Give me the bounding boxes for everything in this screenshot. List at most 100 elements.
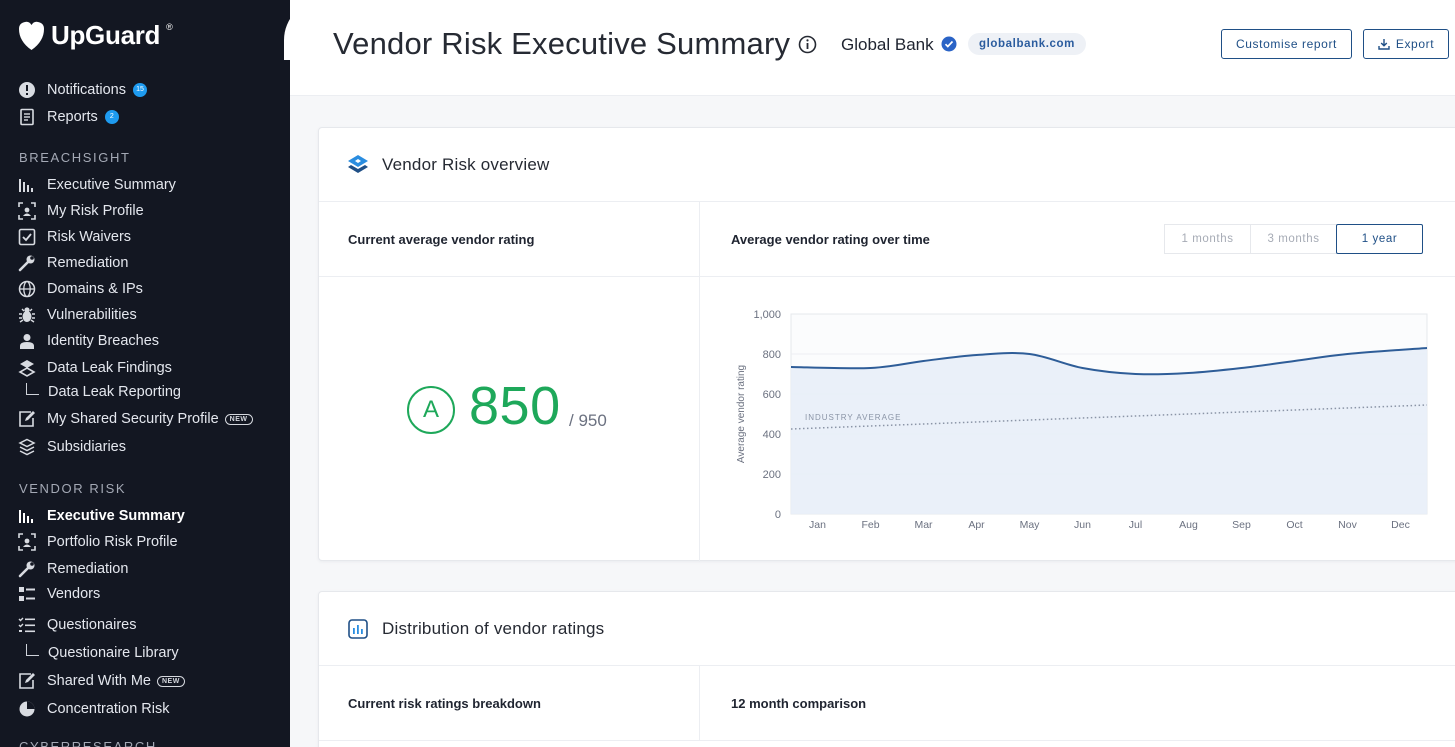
sidebar-item-notifications[interactable]: Notifications 15 [18,79,147,101]
edit-document-icon [18,410,36,428]
sidebar-item-label: Remediation [47,255,129,271]
sidebar-item-concentration-risk[interactable]: Concentration Risk [18,698,170,720]
x-tick-label: Mar [914,519,933,531]
rating-chart-panel: 0 200 400 600 800 1,000 Jan Feb Mar Apr May Jun Jul A… [700,277,1455,562]
reports-count-badge: 2 [104,110,119,124]
sidebar-item-data-leak-reporting[interactable]: Data Leak Reporting [18,381,181,403]
sidebar-item-label: Vulnerabilities [47,307,137,323]
sidebar-item-subsidiaries[interactable]: Subsidiaries [18,436,126,458]
info-icon[interactable] [798,35,817,59]
section-label-vendor-risk: VENDOR RISK [19,481,127,496]
sidebar-item-my-shared-security-profile[interactable]: My Shared Security Profile NEW [18,408,253,430]
sidebar-item-questionaires[interactable]: Questionaires [18,614,136,636]
sidebar-item-label: Subsidiaries [47,439,126,455]
section-label: Current average vendor rating [348,232,535,247]
domain-badge[interactable]: globalbank.com [968,33,1086,55]
wrench-icon [18,254,36,272]
sidebar-item-label: Vendors [47,586,101,602]
new-tag: NEW [156,675,185,687]
series-area [791,348,1427,514]
pie-icon [18,700,36,718]
sidebar-item-vendors[interactable]: Vendors [18,583,100,605]
export-label: Export [1395,37,1435,51]
x-tick-label: Apr [968,519,985,531]
sidebar-item-label: Executive Summary [47,177,176,193]
sidebar-item-remediation[interactable]: Remediation [18,252,128,274]
sidebar-item-vendor-executive-summary[interactable]: Executive Summary [18,505,185,527]
x-tick-label: Sep [1232,519,1251,531]
notifications-count-badge: 15 [132,83,147,97]
sidebar-item-label: Executive Summary [47,508,185,524]
customise-report-button[interactable]: Customise report [1221,29,1352,59]
breakdown-header: Current risk ratings breakdown [319,666,700,741]
shield-logo-icon [19,21,44,50]
range-3-months[interactable]: 3 months [1250,224,1337,254]
bug-icon [18,306,36,324]
logo-trademark: ® [166,21,173,32]
x-tick-label: Dec [1391,519,1410,531]
card-title: Distribution of vendor ratings [382,619,605,638]
time-range-selector: 1 months 3 months 1 year [1164,224,1423,254]
sidebar-item-label: Reports [47,109,98,125]
org-name: Global Bank [841,35,934,54]
sidebar-item-portfolio-risk-profile[interactable]: Portfolio Risk Profile [18,531,178,553]
section-label-cyberresearch: CYBERRESEARCH [19,739,157,747]
list-icon [18,585,36,603]
sidebar-item-label: Data Leak Reporting [48,384,181,400]
section-label-breachsight: BREACHSIGHT [19,150,131,165]
sidebar-item-label: Risk Waivers [47,229,132,245]
export-button[interactable]: Export [1363,29,1449,59]
section-label: Current risk ratings breakdown [348,696,541,711]
vendor-risk-overview-card: Vendor Risk overview Current average ven… [318,127,1455,562]
sidebar-item-identity-breaches[interactable]: Identity Breaches [18,330,159,352]
rating-over-time-header: Average vendor rating over time 1 months… [700,202,1455,277]
rating-line-chart: 0 200 400 600 800 1,000 Jan Feb Mar Apr May Jun Jul A… [736,309,1428,531]
comparison-header: 12 month comparison [700,666,1455,741]
sidebar-item-risk-waivers[interactable]: Risk Waivers [18,226,131,248]
y-tick-label: 400 [763,429,781,441]
sidebar-item-vendor-remediation[interactable]: Remediation [18,558,128,580]
grade-badge: A [407,386,455,434]
current-rating-panel: A 850 / 950 [319,277,700,562]
sidebar-item-my-risk-profile[interactable]: My Risk Profile [18,200,144,222]
sidebar: UpGuard ® Notifications 15 Reports 2 BRE… [0,0,290,747]
sidebar-item-data-leak-findings[interactable]: Data Leak Findings [18,357,172,379]
card-title: Vendor Risk overview [382,155,550,174]
section-label: Average vendor rating over time [731,232,930,247]
bar-chart-icon [18,176,36,194]
checklist-icon [18,616,36,634]
sidebar-item-label: Identity Breaches [47,333,160,349]
distribution-card: Distribution of vendor ratings Current r… [318,591,1455,747]
series-line [790,347,1428,376]
new-tag: NEW [224,413,253,425]
sidebar-item-label: My Risk Profile [47,203,144,219]
sidebar-item-label: Domains & IPs [47,281,143,297]
score-max: / 950 [569,411,607,430]
industry-average-label: INDUSTRY AVERAGE [805,413,901,422]
card-header: Vendor Risk overview [319,128,1455,202]
y-tick-label: 0 [775,509,781,521]
sidebar-item-breachsight-executive-summary[interactable]: Executive Summary [18,174,176,196]
sidebar-item-label: Questionaire Library [48,645,179,661]
sub-item-corner-icon [26,644,39,656]
y-axis-label: Average vendor rating [736,365,747,463]
range-1-year[interactable]: 1 year [1336,224,1423,254]
bar-chart-icon [18,507,36,525]
sidebar-item-label: Data Leak Findings [47,360,172,376]
logo-text: UpGuard [51,20,161,50]
sidebar-item-vulnerabilities[interactable]: Vulnerabilities [18,304,137,326]
page-title: Vendor Risk Executive Summary [333,26,791,61]
sidebar-item-reports[interactable]: Reports 2 [18,106,119,128]
score-value: 850 [469,376,561,436]
y-tick-label: 600 [763,389,781,401]
alert-circle-icon [18,81,36,99]
range-1-months[interactable]: 1 months [1164,224,1251,254]
sidebar-item-shared-with-me[interactable]: Shared With Me NEW [18,670,185,692]
upguard-logo[interactable]: UpGuard ® [18,20,173,51]
sidebar-item-label: Concentration Risk [47,701,170,717]
scan-frame-icon [18,202,36,220]
scan-frame-icon [18,533,36,551]
sidebar-item-domains-ips[interactable]: Domains & IPs [18,278,143,300]
sidebar-item-questionaire-library[interactable]: Questionaire Library [18,642,179,664]
x-tick-label: May [1020,519,1041,531]
